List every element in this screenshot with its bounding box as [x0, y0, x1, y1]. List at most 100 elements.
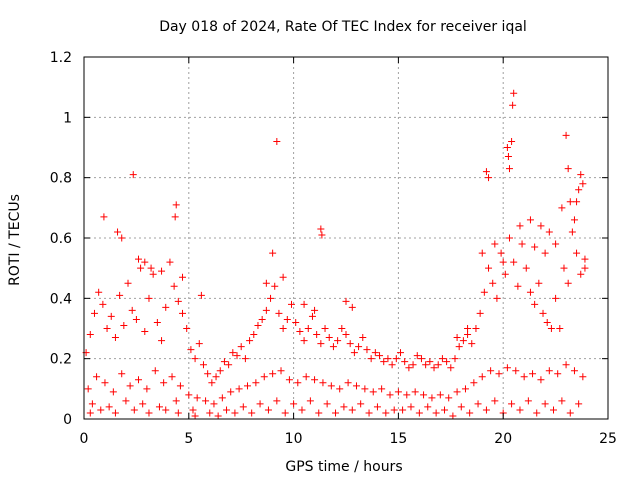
data-point: [304, 325, 312, 332]
data-point: [191, 355, 199, 363]
data-point: [340, 403, 348, 411]
data-point: [254, 321, 262, 329]
data-point: [543, 318, 551, 326]
data-point: [288, 300, 296, 308]
data-point: [248, 409, 256, 417]
data-point: [283, 315, 291, 323]
data-point: [436, 391, 444, 399]
data-point: [141, 328, 149, 336]
data-point: [269, 370, 277, 378]
y-tick-label: 0: [63, 412, 72, 428]
data-point: [318, 231, 326, 239]
data-point: [575, 400, 583, 408]
data-point: [453, 388, 461, 396]
data-point: [480, 288, 488, 296]
data-point: [86, 331, 94, 339]
data-point: [323, 400, 331, 408]
data-point: [334, 337, 342, 345]
data-point: [206, 409, 214, 417]
data-point: [275, 309, 283, 317]
data-point: [512, 367, 520, 375]
data-point: [428, 394, 436, 402]
data-point: [380, 358, 388, 366]
data-points: [82, 89, 589, 420]
data-point: [461, 385, 469, 393]
data-point: [447, 364, 455, 372]
data-point: [321, 325, 329, 332]
data-point: [332, 409, 340, 417]
data-point: [485, 174, 493, 182]
data-point: [346, 340, 354, 348]
data-point: [445, 394, 453, 402]
data-point: [348, 406, 356, 414]
data-point: [90, 309, 98, 317]
data-point: [509, 101, 517, 109]
data-point: [449, 412, 457, 420]
data-point: [434, 361, 442, 369]
data-point: [229, 349, 237, 357]
data-point: [526, 288, 534, 296]
data-point: [526, 216, 534, 224]
data-point: [485, 264, 493, 272]
data-point: [472, 325, 480, 332]
data-point: [122, 397, 130, 405]
data-point: [269, 249, 277, 257]
data-point: [466, 409, 474, 417]
data-point: [451, 355, 459, 363]
data-point: [336, 385, 344, 393]
data-point: [573, 198, 581, 206]
data-point: [185, 391, 193, 399]
data-point: [468, 340, 476, 348]
data-point: [570, 216, 578, 224]
data-point: [556, 325, 564, 332]
data-point: [501, 270, 509, 278]
data-point: [407, 403, 415, 411]
y-tick-label: 0.2: [50, 352, 72, 368]
y-tick-label: 0.6: [50, 231, 72, 247]
data-point: [355, 343, 363, 351]
x-tick-label: 20: [494, 431, 512, 447]
data-point: [145, 409, 153, 417]
data-point: [300, 300, 308, 308]
data-point: [158, 337, 166, 345]
data-point: [313, 331, 321, 339]
data-point: [170, 282, 178, 290]
data-point: [464, 325, 472, 332]
data-point: [118, 234, 126, 242]
data-point: [101, 379, 109, 387]
data-point: [216, 367, 224, 375]
data-point: [243, 382, 251, 390]
data-point: [262, 306, 270, 314]
data-point: [522, 264, 530, 272]
data-point: [476, 309, 484, 317]
data-point: [171, 213, 179, 221]
data-point: [505, 165, 513, 173]
data-point: [120, 321, 128, 329]
data-point: [300, 337, 308, 345]
data-point: [155, 403, 163, 411]
data-point: [547, 325, 555, 332]
data-point: [415, 409, 423, 417]
data-point: [147, 264, 155, 272]
data-point: [396, 349, 404, 357]
data-point: [179, 309, 187, 317]
data-point: [357, 400, 365, 408]
data-point: [388, 361, 396, 369]
data-point: [537, 376, 545, 384]
data-point: [174, 409, 182, 417]
data-point: [455, 343, 463, 351]
data-point: [420, 391, 428, 399]
data-point: [162, 303, 170, 311]
data-point: [111, 409, 119, 417]
data-point: [139, 400, 147, 408]
data-point: [365, 409, 373, 417]
data-point: [311, 306, 319, 314]
data-point: [508, 137, 516, 145]
data-point: [103, 325, 111, 332]
data-point: [197, 291, 205, 299]
data-point: [514, 282, 522, 290]
data-point: [227, 388, 235, 396]
data-point: [417, 355, 425, 363]
data-point: [130, 406, 138, 414]
data-point: [204, 370, 212, 378]
